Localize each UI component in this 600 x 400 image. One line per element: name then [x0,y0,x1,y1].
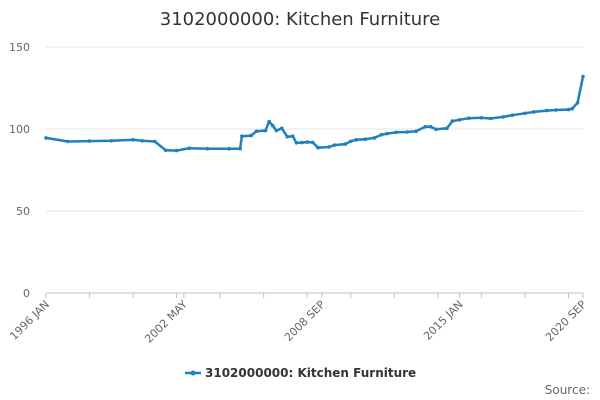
data-point[interactable] [187,146,192,150]
data-point[interactable] [263,128,268,133]
data-point[interactable] [140,139,144,143]
data-point[interactable] [466,116,471,120]
data-point[interactable] [423,124,428,129]
legend[interactable]: 3102000000: Kitchen Furniture [185,366,416,380]
data-point[interactable] [488,116,493,121]
data-point[interactable] [581,74,585,79]
data-point[interactable] [227,146,231,151]
data-point[interactable] [280,126,284,131]
y-tick-label: 0 [23,287,30,300]
data-point[interactable] [343,142,348,146]
y-tick-label: 150 [9,41,30,54]
data-point[interactable] [428,124,433,129]
data-point[interactable] [316,145,320,150]
data-point[interactable] [414,129,418,134]
data-point[interactable] [405,130,409,134]
data-point[interactable] [205,146,210,151]
data-point[interactable] [249,133,253,138]
data-point[interactable] [394,130,398,135]
data-point[interactable] [240,134,244,138]
data-point[interactable] [327,145,331,149]
data-point[interactable] [87,139,92,143]
data-point[interactable] [153,139,157,144]
data-point[interactable] [332,143,337,147]
data-point[interactable] [510,113,514,117]
x-tick-label: 2002 MAY [142,298,190,346]
data-point[interactable] [285,134,290,139]
data-point[interactable] [450,119,455,123]
data-point[interactable] [532,110,536,114]
data-point[interactable] [379,132,384,137]
data-point[interactable] [66,139,70,144]
x-tick-label: 2015 JAN [421,298,466,343]
data-point[interactable] [305,140,310,144]
x-tick-label: 2008 SEP [282,298,328,344]
x-tick-label: 1996 JAN [7,298,52,343]
data-point[interactable] [294,141,299,145]
x-tick-label: 2020 SEP [543,298,589,344]
data-point[interactable] [501,115,506,119]
data-point[interactable] [479,116,484,120]
data-point[interactable] [570,106,574,111]
data-point[interactable] [174,148,179,153]
data-point[interactable] [554,108,558,112]
legend-swatch-marker [190,370,196,376]
source-label: Source: [545,383,590,397]
series-layer [44,74,585,153]
data-point[interactable] [163,148,168,153]
data-point[interactable] [254,129,259,134]
data-point[interactable] [290,134,295,138]
y-tick-label: 50 [16,205,30,218]
data-point[interactable] [238,146,242,151]
legend-label: 3102000000: Kitchen Furniture [205,366,416,380]
gridlines [46,46,583,294]
y-axis: 0 50 100 150 [9,41,30,300]
data-point[interactable] [434,127,438,132]
data-point[interactable] [575,101,580,105]
data-point[interactable] [445,126,449,131]
data-point[interactable] [271,123,275,128]
data-point[interactable] [300,140,304,145]
data-point[interactable] [310,140,315,145]
data-point[interactable] [457,118,462,122]
chart-title: 3102000000: Kitchen Furniture [160,9,441,30]
data-point[interactable] [354,138,359,142]
y-tick-label: 100 [9,123,30,136]
data-point[interactable] [131,138,135,142]
data-point[interactable] [523,111,527,116]
data-point[interactable] [363,137,368,141]
data-point[interactable] [349,139,353,144]
x-axis: 1996 JAN 2002 MAY 2008 SEP 2015 JAN 2020 SEP [7,293,589,346]
series-line [45,76,585,152]
data-point[interactable] [44,136,48,140]
data-point[interactable] [544,108,549,113]
data-point[interactable] [372,136,377,140]
data-point[interactable] [385,131,389,136]
data-point[interactable] [267,119,271,124]
data-point[interactable] [274,128,279,133]
data-point[interactable] [109,139,114,143]
data-point[interactable] [566,107,571,112]
